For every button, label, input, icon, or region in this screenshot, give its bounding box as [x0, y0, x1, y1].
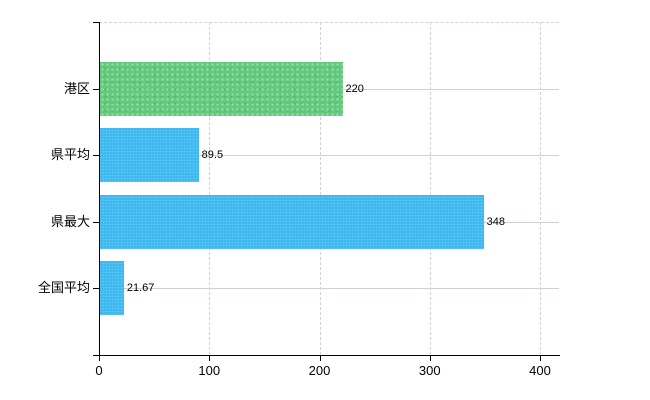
y-axis-line — [99, 22, 100, 356]
x-axis-tick — [429, 355, 431, 361]
x-tick-label: 300 — [418, 363, 441, 378]
bar-value-label: 21.67 — [126, 282, 155, 295]
gridline-vertical — [540, 22, 541, 355]
x-axis-tick — [540, 355, 541, 361]
y-axis-tick — [93, 221, 99, 223]
x-axis-tick — [209, 355, 211, 361]
category-label: 港区 — [63, 80, 90, 96]
bar — [100, 261, 124, 316]
category-label: 全国平均 — [37, 280, 90, 296]
y-axis-tick — [93, 155, 99, 157]
x-axis-line — [99, 355, 560, 356]
y-axis-tick — [93, 22, 99, 23]
gridline-horizontal — [99, 288, 559, 290]
x-tick-label: 400 — [529, 363, 551, 378]
category-label: 県最大 — [50, 213, 90, 229]
gridline-vertical — [209, 22, 211, 355]
bar-value-label: 89.5 — [201, 149, 224, 162]
x-tick-label: 0 — [95, 363, 103, 378]
x-tick-label: 200 — [308, 363, 331, 378]
bar — [100, 194, 484, 249]
x-axis-tick — [99, 355, 100, 361]
bar — [100, 128, 199, 183]
y-axis-tick — [93, 88, 99, 90]
x-tick-label: 100 — [198, 363, 221, 378]
gridline-vertical — [319, 22, 321, 355]
bar — [100, 61, 343, 116]
plot-top-border — [99, 22, 559, 23]
bar-value-label: 220 — [345, 82, 364, 95]
y-axis-tick — [93, 288, 99, 290]
category-label: 県平均 — [50, 147, 90, 163]
bar-value-label: 348 — [486, 215, 506, 228]
y-axis-tick — [93, 355, 99, 356]
x-axis-tick — [319, 355, 321, 361]
gridline-vertical — [429, 22, 431, 355]
gridline-horizontal — [99, 155, 559, 157]
